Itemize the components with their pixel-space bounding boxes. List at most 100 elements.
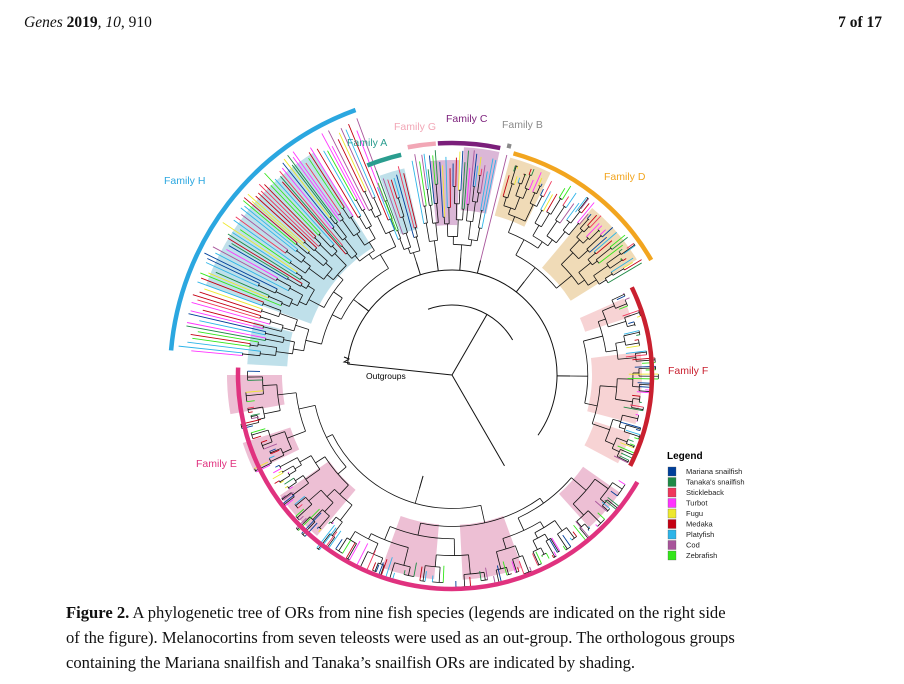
tree-branch: [544, 533, 549, 541]
tree-branch: [532, 533, 546, 541]
legend-swatch: [667, 498, 677, 508]
tree-branch: [586, 223, 600, 237]
legend-label: Zebrafish: [686, 551, 717, 560]
tree-branch: [333, 291, 343, 299]
tree-branch: [358, 302, 370, 312]
tree-branch: [257, 283, 260, 287]
tree-branch: [608, 321, 626, 328]
tree-branch: [319, 244, 333, 257]
tree-branch: [341, 219, 355, 237]
tree-branch: [566, 527, 575, 539]
tree-branch: [506, 573, 512, 576]
tree-branch: [542, 194, 553, 212]
tree-branch: [414, 227, 418, 237]
tree-branch: [575, 196, 588, 213]
tree-branch: [269, 320, 272, 325]
tree-branch: [481, 159, 497, 229]
tree-branch: [192, 294, 261, 317]
tree-branch: [318, 528, 322, 533]
tree-branch: [528, 179, 534, 190]
tree-branch: [624, 297, 630, 301]
tree-branch: [340, 268, 389, 320]
tree-branch: [483, 572, 486, 581]
tree-branch: [572, 531, 578, 537]
tree-branch: [605, 273, 613, 279]
legend-label: Turbot: [686, 499, 708, 508]
tree-branch: [514, 176, 518, 185]
phylogenetic-tree-figure: Family H Family A Family G Family C Family B…: [164, 107, 745, 592]
tree-branch: [522, 188, 528, 199]
tree-branch: [270, 454, 285, 462]
tree-branch: [349, 531, 356, 540]
tree-branch: [515, 239, 525, 256]
tree-branch: [589, 215, 602, 228]
tree-branch: [540, 547, 545, 555]
tree-branch: [226, 249, 278, 279]
tree-branch: [270, 448, 281, 454]
tree-branch: [561, 252, 574, 265]
tree-branch: [270, 431, 285, 437]
tree-branch: [240, 424, 243, 429]
tree-branch: [251, 201, 310, 252]
tree-branch: [625, 342, 640, 346]
legend-swatch: [667, 508, 677, 519]
tree-branch: [338, 213, 341, 216]
tree-branch: [316, 148, 359, 218]
tree-branch: [551, 537, 561, 552]
tree-branch: [339, 484, 349, 495]
tree-branch: [639, 383, 651, 386]
tree-branch: [587, 252, 596, 260]
tree-branch: [480, 168, 483, 176]
tree-branch: [186, 322, 266, 339]
tree-branch: [579, 213, 589, 225]
tree-branch: [460, 150, 464, 191]
tree-branch: [248, 411, 253, 414]
tree-branch: [332, 314, 342, 320]
tree-branch: [557, 533, 568, 550]
tree-branch: [414, 488, 420, 504]
tree-branch: [583, 335, 603, 342]
tree-branch: [515, 254, 557, 289]
tree-branch: [633, 321, 636, 327]
tree-branch: [332, 522, 334, 524]
tree-branch: [372, 562, 377, 571]
tree-branch: [547, 239, 553, 247]
tree-branch: [413, 252, 417, 263]
tree-branch: [260, 316, 272, 321]
tree-branch: [458, 151, 461, 191]
tree-branch: [270, 321, 284, 326]
tree-branch: [299, 515, 304, 521]
tree-branch: [335, 538, 343, 550]
family-label: Family G: [394, 121, 436, 133]
tree-branch: [516, 166, 519, 169]
legend-swatch: [667, 550, 677, 561]
tree-branch: [281, 181, 347, 255]
tree-branch: [199, 320, 266, 336]
tree-branch: [304, 241, 315, 251]
tree-branch: [623, 431, 640, 437]
tree-branch: [451, 374, 468, 402]
tree-branch: [250, 344, 258, 347]
tree-branch: [251, 415, 258, 418]
tree-branch: [579, 218, 589, 229]
tree-branch: [296, 250, 306, 258]
tree-branch: [264, 184, 317, 237]
tree-branch: [368, 208, 373, 211]
tree-branch: [426, 189, 430, 206]
tree-branch: [269, 448, 276, 452]
tree-branch: [262, 441, 273, 446]
tree-branch: [602, 305, 615, 312]
tree-branch: [619, 455, 630, 461]
tree-branch: [332, 434, 481, 509]
tree-branch: [287, 278, 301, 287]
tree-branch: [364, 191, 374, 209]
tree-branch: [620, 452, 634, 460]
tree-branch: [282, 448, 292, 454]
family-arc: [366, 152, 402, 168]
tree-branch: [335, 223, 347, 238]
tree-branch: [593, 251, 597, 255]
tree-branch: [197, 299, 260, 319]
tree-branch: [573, 524, 588, 543]
tree-branch: [604, 499, 617, 510]
tree-branch: [632, 394, 641, 397]
